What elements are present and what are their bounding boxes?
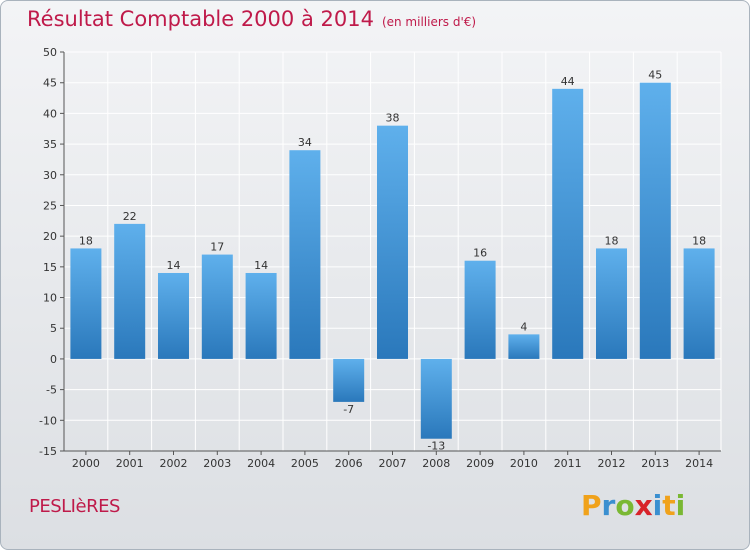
bar-2009	[464, 260, 496, 359]
proxiti-logo: Proxiti	[581, 489, 685, 522]
bar-2012	[596, 248, 627, 359]
y-tick-label: -10	[39, 414, 57, 427]
bar-2000	[70, 248, 102, 359]
data-label-2009: 16	[473, 247, 487, 260]
bar-2002	[158, 272, 189, 359]
x-tick-label: 2001	[116, 457, 144, 470]
x-tick-label: 2000	[72, 457, 100, 470]
data-label-2013: 45	[648, 69, 662, 82]
y-tick-label: -5	[46, 384, 57, 397]
town-name: PESLIèRES	[29, 496, 120, 517]
x-tick-label: 2005	[291, 457, 319, 470]
x-tick-label: 2003	[203, 457, 231, 470]
logo-letter: i	[652, 489, 663, 522]
logo-letter: t	[662, 489, 676, 522]
data-label-2003: 17	[210, 241, 224, 254]
x-tick-label: 2004	[247, 457, 275, 470]
logo-letter: o	[615, 489, 635, 522]
y-tick-label: 40	[43, 107, 57, 120]
y-tick-label: 10	[43, 292, 57, 305]
y-tick-label: 15	[43, 261, 57, 274]
x-tick-label: 2006	[335, 457, 363, 470]
x-tick-label: 2012	[598, 457, 626, 470]
data-label-2001: 22	[123, 210, 137, 223]
data-label-2007: 38	[386, 112, 400, 125]
x-tick-label: 2009	[466, 457, 494, 470]
chart-subtitle: (en milliers d'€)	[381, 15, 477, 29]
y-tick-label: 50	[43, 46, 57, 59]
logo-letter: P	[581, 489, 602, 522]
y-tick-label: 20	[43, 230, 57, 243]
chart-title-text: Résultat Comptable 2000 à 2014	[27, 7, 374, 31]
data-label-2012: 18	[605, 234, 619, 247]
data-label-2000: 18	[79, 234, 93, 247]
data-label-2011: 44	[561, 75, 575, 88]
bar-2008	[420, 358, 452, 439]
logo-letter: r	[601, 489, 616, 522]
bar-2004	[245, 272, 277, 359]
y-tick-label: 45	[43, 77, 57, 90]
x-tick-label: 2007	[379, 457, 407, 470]
logo-letter: x	[634, 489, 653, 522]
y-tick-label: 35	[43, 138, 57, 151]
x-tick-label: 2002	[160, 457, 188, 470]
data-label-2005: 34	[298, 136, 312, 149]
x-tick-label: 2014	[685, 457, 713, 470]
bars	[70, 82, 715, 439]
y-tick-label: 5	[50, 322, 57, 335]
data-label-2006: -7	[343, 403, 354, 416]
bar-2007	[377, 125, 408, 359]
data-label-2014: 18	[692, 234, 706, 247]
axes: -15 -10 -5 0 5 10 15 20 25 30 35 40 45 50 2000 2001 2002…	[39, 46, 721, 470]
logo-letter: i	[675, 489, 686, 522]
bar-2013	[639, 82, 671, 359]
bar-2001	[114, 223, 146, 359]
chart-title: Résultat Comptable 2000 à 2014 (en millie…	[27, 7, 476, 31]
bar-2003	[201, 254, 233, 359]
x-tick-label: 2011	[554, 457, 582, 470]
x-tick-label: 2013	[641, 457, 669, 470]
bar-2011	[552, 88, 584, 359]
x-tick-label: 2008	[422, 457, 450, 470]
bar-2014	[683, 248, 715, 359]
data-label-2004: 14	[254, 259, 268, 272]
y-tick-label: 0	[50, 353, 57, 366]
y-tick-label: 25	[43, 199, 57, 212]
data-label-2002: 14	[167, 259, 181, 272]
y-tick-label: 30	[43, 169, 57, 182]
data-label-2008: -13	[427, 440, 445, 453]
bar-2006	[333, 358, 365, 402]
bar-2010	[508, 334, 540, 359]
y-tick-label: -15	[39, 445, 57, 458]
bar-2005	[289, 150, 321, 359]
x-tick-label: 2010	[510, 457, 538, 470]
data-label-2010: 4	[520, 320, 527, 333]
